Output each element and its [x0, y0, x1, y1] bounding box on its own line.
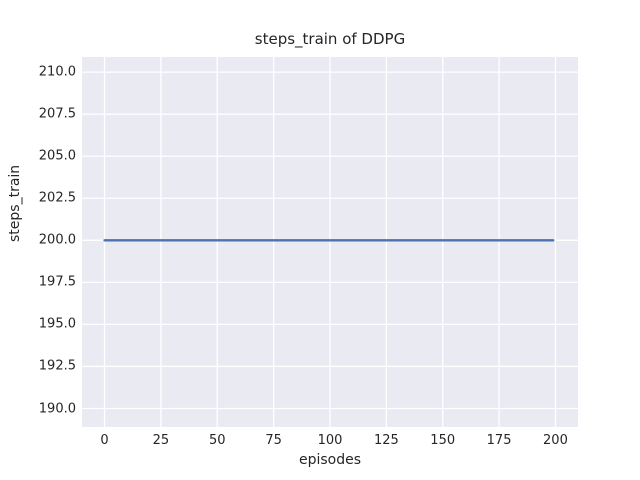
x-axis-label: episodes	[298, 452, 362, 468]
x-tick-label: 75	[265, 433, 282, 448]
x-tick-label: 50	[208, 433, 226, 448]
y-tick-label: 200.0	[38, 232, 76, 248]
chart-title: steps_train of DDPG	[254, 30, 406, 48]
y-tick-label: 192.5	[38, 358, 76, 374]
x-tick-label: 175	[486, 433, 512, 448]
x-tick-label: 150	[430, 433, 456, 448]
y-tick-label: 195.0	[38, 316, 76, 332]
x-tick-label: 125	[373, 433, 399, 448]
y-tick-label: 202.5	[38, 190, 76, 206]
x-tick-label: 0	[100, 433, 109, 448]
y-tick-label: 205.0	[38, 148, 76, 164]
y-tick-label: 210.0	[38, 64, 76, 80]
y-tick-label: 190.0	[38, 401, 76, 416]
x-tick-label: 100	[317, 433, 343, 448]
x-tick-label: 200	[543, 433, 568, 448]
x-tick-label: 25	[152, 433, 170, 448]
y-tick-label: 197.5	[38, 274, 76, 290]
y-tick-label: 207.5	[38, 106, 76, 122]
